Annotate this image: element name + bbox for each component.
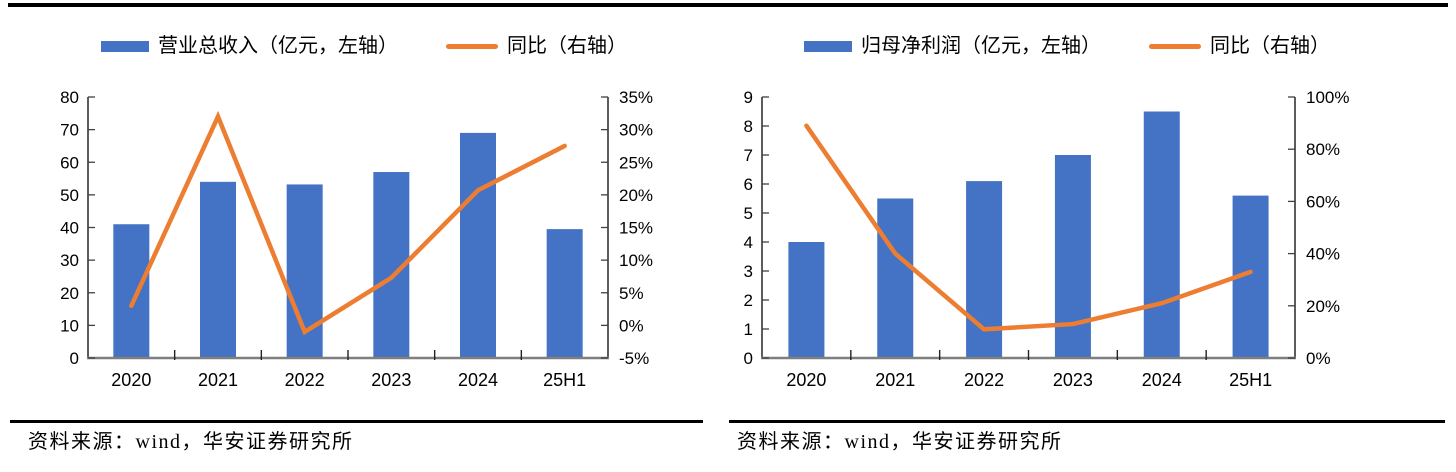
svg-text:9: 9 <box>744 88 753 107</box>
svg-text:35%: 35% <box>619 88 653 107</box>
svg-text:25%: 25% <box>619 153 653 172</box>
source-note: 资料来源：wind，华安证券研究所 <box>28 431 354 453</box>
svg-text:2020: 2020 <box>111 370 151 390</box>
svg-text:40: 40 <box>60 219 79 238</box>
svg-text:50: 50 <box>60 186 79 205</box>
svg-text:-5%: -5% <box>619 349 649 368</box>
svg-text:2023: 2023 <box>1053 370 1093 390</box>
net-profit-bar-line-chart: 0 1 2 3 4 5 6 7 8 9 0% 20% 40% 60% 80% 100% 2020 2021 2022… <box>744 88 1350 390</box>
svg-text:80: 80 <box>60 88 79 107</box>
bar-2021 <box>200 181 236 358</box>
legend-item-net-profit-bars: 归母净利润（亿元，左轴） <box>804 33 1101 59</box>
svg-text:15%: 15% <box>619 219 653 238</box>
svg-text:25H1: 25H1 <box>543 370 586 390</box>
svg-text:4: 4 <box>744 233 753 252</box>
svg-text:70: 70 <box>60 121 79 140</box>
svg-text:20%: 20% <box>1306 297 1340 316</box>
bar-2023 <box>1054 155 1091 358</box>
svg-text:25H1: 25H1 <box>1229 370 1272 390</box>
line-series-swatch-icon <box>1149 43 1201 49</box>
yoy-line <box>804 123 1253 332</box>
legend-item-yoy-line: 同比（右轴） <box>1149 33 1330 59</box>
svg-text:2022: 2022 <box>285 370 325 390</box>
svg-text:20: 20 <box>60 284 79 303</box>
bar-2020 <box>113 224 150 358</box>
svg-text:2021: 2021 <box>198 370 238 390</box>
chart-content: 0 10 20 30 40 50 60 70 80 -5% 0% 5% 10% 15% 20% 25% 30% 3… <box>60 88 653 390</box>
svg-text:10%: 10% <box>619 251 653 270</box>
svg-text:2021: 2021 <box>875 370 915 390</box>
legend-label-yoy: 同比（右轴） <box>507 35 627 57</box>
svg-text:80%: 80% <box>1306 140 1340 159</box>
svg-text:100%: 100% <box>1306 88 1349 107</box>
svg-text:2023: 2023 <box>371 370 411 390</box>
chart-content: 0 1 2 3 4 5 6 7 8 9 0% 20% 40% 60% 80% 100% 2020 2021 2022… <box>744 88 1350 390</box>
svg-text:0%: 0% <box>619 316 644 335</box>
svg-text:2024: 2024 <box>1142 370 1182 390</box>
svg-text:0%: 0% <box>1306 349 1331 368</box>
figure-net-profit-chart: 归母净利润（亿元，左轴） 同比（右轴） 0 1 2 3 4 5 6 7 8 9 0% 20% 40% 60… <box>728 0 1456 472</box>
bar-25H1 <box>546 229 583 358</box>
svg-text:2: 2 <box>744 291 753 310</box>
svg-text:5%: 5% <box>619 284 644 303</box>
net-profit-chart-legend: 归母净利润（亿元，左轴） 同比（右轴） <box>728 33 1456 59</box>
source-note: 资料来源：wind，华安证券研究所 <box>737 431 1063 453</box>
svg-text:8: 8 <box>744 117 753 136</box>
svg-text:10: 10 <box>60 316 79 335</box>
svg-text:5: 5 <box>744 204 753 223</box>
yoy-line <box>129 110 567 336</box>
svg-text:3: 3 <box>744 262 753 281</box>
figure-revenue-chart: 营业总收入（亿元，左轴） 同比（右轴） 0 10 20 30 40 50 60 70 80 -5%… <box>0 33 728 453</box>
svg-text:30%: 30% <box>619 121 653 140</box>
svg-text:60: 60 <box>60 153 79 172</box>
revenue-bar-line-chart: 0 10 20 30 40 50 60 70 80 -5% 0% 5% 10% 15% 20% 25% 30% 3… <box>60 88 653 390</box>
svg-text:6: 6 <box>744 175 753 194</box>
svg-text:60%: 60% <box>1306 192 1340 211</box>
source-divider <box>729 420 1445 423</box>
svg-text:40%: 40% <box>1306 245 1340 264</box>
top-divider <box>8 3 1448 7</box>
svg-text:2022: 2022 <box>964 370 1004 390</box>
svg-text:20%: 20% <box>619 186 653 205</box>
bar-series-swatch-icon <box>804 40 852 52</box>
legend-label-revenue: 营业总收入（亿元，左轴） <box>158 35 398 57</box>
bar-2020 <box>788 242 825 358</box>
svg-text:7: 7 <box>744 146 753 165</box>
svg-text:2024: 2024 <box>458 370 498 390</box>
svg-text:0: 0 <box>744 349 753 368</box>
legend-item-revenue-bars: 营业总收入（亿元，左轴） <box>101 33 398 59</box>
bar-series-swatch-icon <box>101 40 149 52</box>
legend-label-yoy: 同比（右轴） <box>1210 35 1330 57</box>
svg-text:1: 1 <box>744 320 753 339</box>
source-divider <box>10 420 703 423</box>
bar-2024 <box>1143 111 1180 358</box>
svg-text:2020: 2020 <box>786 370 826 390</box>
revenue-chart-legend: 营业总收入（亿元，左轴） 同比（右轴） <box>0 33 728 59</box>
bar-2024 <box>460 132 496 358</box>
legend-label-net-profit: 归母净利润（亿元，左轴） <box>861 35 1101 57</box>
svg-text:0: 0 <box>70 349 79 368</box>
line-series-swatch-icon <box>446 43 498 49</box>
bar-2021 <box>877 198 914 358</box>
legend-item-yoy-line: 同比（右轴） <box>446 33 627 59</box>
svg-text:30: 30 <box>60 251 79 270</box>
